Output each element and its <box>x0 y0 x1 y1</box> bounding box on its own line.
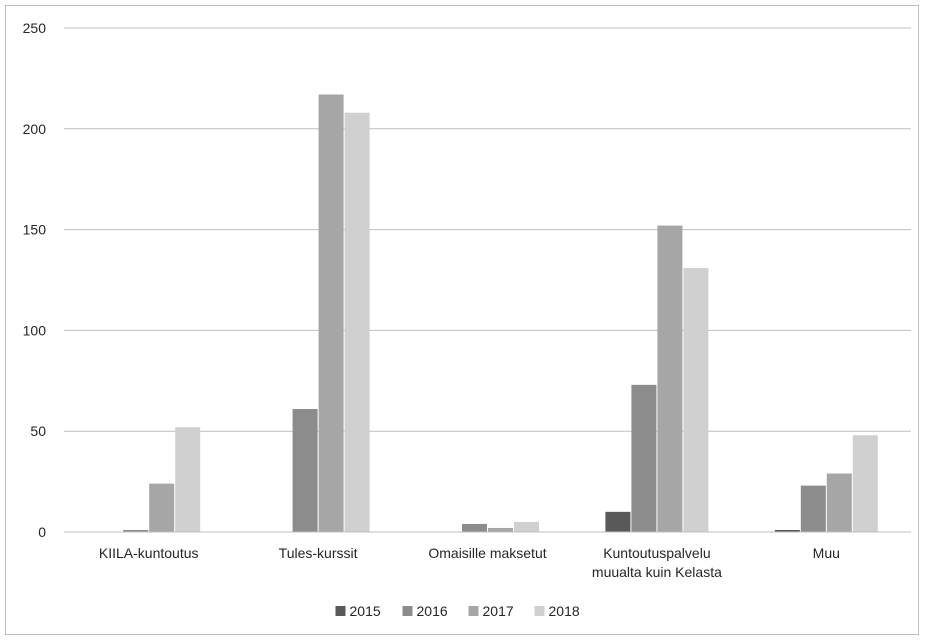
y-tick-label: 150 <box>23 222 47 238</box>
legend-label: 2016 <box>417 603 448 619</box>
x-tick-label: KIILA-kuntoutus <box>99 545 199 561</box>
bar-2018 <box>175 427 201 532</box>
bar-2017 <box>657 225 683 532</box>
legend-label: 2017 <box>483 603 514 619</box>
x-tick-label: Muu <box>813 545 840 561</box>
x-tick-label: Kuntoutuspalvelu <box>603 545 710 561</box>
bar-2016 <box>631 384 657 532</box>
bar-2018 <box>344 112 370 532</box>
legend-swatch-2018 <box>534 606 545 616</box>
bar-2015 <box>774 529 800 532</box>
legend-swatch-2017 <box>468 606 479 616</box>
y-tick-label: 250 <box>23 20 47 36</box>
y-tick-label: 100 <box>23 322 47 338</box>
x-tick-label: muualta kuin Kelasta <box>592 564 722 580</box>
bar-2016 <box>800 485 826 532</box>
bar-2015 <box>605 511 631 532</box>
bar-2018 <box>852 435 878 532</box>
legend-swatch-2016 <box>402 606 413 616</box>
bar-2017 <box>318 94 344 532</box>
bar-2016 <box>123 529 149 532</box>
x-tick-label: Omaisille maksetut <box>428 545 546 561</box>
bar-2018 <box>683 267 709 532</box>
legend-label: 2018 <box>549 603 580 619</box>
y-tick-label: 0 <box>38 524 46 540</box>
bar-2017 <box>488 527 513 532</box>
bar-2018 <box>514 521 539 532</box>
bar-2017 <box>149 483 175 532</box>
legend-swatch-2015 <box>335 606 346 616</box>
y-tick-label: 200 <box>23 121 47 137</box>
legend-label: 2015 <box>350 603 381 619</box>
bar-2016 <box>462 523 487 532</box>
bar-2017 <box>826 473 852 532</box>
y-tick-label: 50 <box>30 423 46 439</box>
x-tick-label: Tules-kurssit <box>279 545 358 561</box>
bar-2016 <box>292 409 318 532</box>
